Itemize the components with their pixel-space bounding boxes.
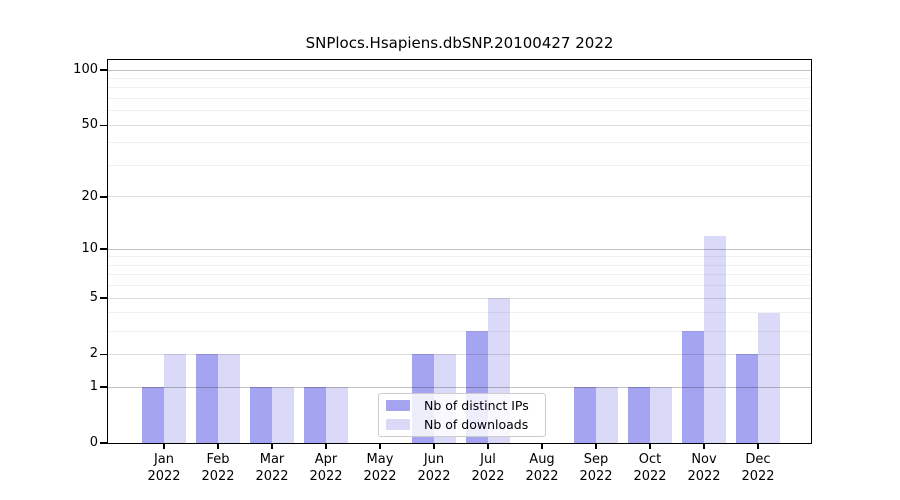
bar-distinct-ips-oct — [628, 387, 650, 443]
y-tick-mark-20 — [100, 196, 107, 198]
x-tick-mark-jan — [163, 443, 165, 449]
bar-downloads-apr — [326, 387, 348, 443]
x-tick-label-aug: Aug 2022 — [525, 452, 559, 484]
gridline-70 — [108, 98, 811, 99]
x-tick-label-mar: Mar 2022 — [255, 452, 289, 484]
bar-distinct-ips-jan — [142, 387, 164, 443]
bar-downloads-oct — [650, 387, 672, 443]
bar-downloads-dec — [758, 312, 780, 443]
gridline-6 — [108, 285, 811, 287]
x-tick-mark-jun — [433, 443, 435, 449]
legend-item-downloads: Nb of downloads — [386, 416, 541, 432]
gridline-2 — [108, 353, 811, 355]
gridline-100 — [108, 69, 811, 71]
y-tick-label-2: 2 — [89, 346, 98, 362]
x-tick-mark-may — [379, 443, 381, 449]
x-tick-mark-jul — [487, 443, 489, 449]
x-tick-label-dec: Dec 2022 — [741, 452, 775, 484]
legend-item-distinct-ips: Nb of distinct IPs — [386, 397, 541, 413]
chart-title: SNPlocs.Hsapiens.dbSNP.20100427 2022 — [305, 34, 614, 52]
x-tick-mark-oct — [649, 443, 651, 449]
y-tick-label-20: 20 — [81, 188, 98, 204]
x-tick-mark-aug — [541, 443, 543, 449]
legend: Nb of distinct IPs Nb of downloads — [378, 393, 546, 437]
y-tick-label-1: 1 — [89, 379, 98, 394]
x-tick-label-oct: Oct 2022 — [633, 452, 667, 484]
legend-swatch-distinct-ips-icon — [386, 400, 410, 411]
gridline-90 — [108, 77, 811, 79]
plot-area — [107, 59, 812, 444]
y-tick-mark-50 — [100, 124, 107, 126]
gridline-60 — [108, 110, 811, 112]
x-tick-label-jan: Jan 2022 — [147, 452, 181, 484]
y-tick-label-0: 0 — [89, 435, 98, 450]
bar-downloads-jan — [164, 354, 186, 443]
legend-swatch-downloads-icon — [386, 419, 410, 430]
x-tick-label-may: May 2022 — [363, 452, 397, 484]
gridline-20 — [108, 196, 811, 198]
y-tick-mark-0 — [100, 442, 107, 444]
bar-distinct-ips-apr — [304, 387, 326, 443]
bar-downloads-mar — [272, 387, 294, 443]
y-tick-label-10: 10 — [81, 241, 98, 257]
gridline-9 — [108, 256, 811, 258]
bar-distinct-ips-sep — [574, 387, 596, 443]
y-tick-label-100: 100 — [73, 62, 98, 77]
x-tick-label-jul: Jul 2022 — [471, 452, 505, 484]
y-tick-mark-5 — [100, 297, 107, 299]
x-tick-mark-feb — [217, 443, 219, 449]
y-tick-label-50: 50 — [81, 117, 98, 133]
x-tick-mark-mar — [271, 443, 273, 449]
y-tick-mark-2 — [100, 353, 107, 355]
x-tick-mark-nov — [703, 443, 705, 449]
x-tick-label-nov: Nov 2022 — [687, 452, 721, 484]
bar-distinct-ips-feb — [196, 354, 218, 443]
gridline-1 — [108, 386, 811, 388]
legend-label-distinct-ips: Nb of distinct IPs — [424, 397, 529, 413]
x-tick-label-sep: Sep 2022 — [579, 452, 613, 484]
x-tick-mark-dec — [757, 443, 759, 449]
bar-downloads-sep — [596, 387, 618, 443]
gridline-10 — [108, 248, 811, 250]
bar-distinct-ips-mar — [250, 387, 272, 443]
gridline-50 — [108, 124, 811, 126]
x-tick-label-jun: Jun 2022 — [417, 452, 451, 484]
y-tick-label-5: 5 — [89, 290, 98, 306]
x-tick-label-apr: Apr 2022 — [309, 452, 343, 484]
legend-label-downloads: Nb of downloads — [424, 416, 529, 432]
gridline-3 — [108, 330, 811, 332]
gridline-7 — [108, 274, 811, 276]
gridline-8 — [108, 264, 811, 266]
gridline-80 — [108, 87, 811, 89]
gridline-40 — [108, 142, 811, 144]
x-tick-mark-apr — [325, 443, 327, 449]
y-tick-mark-10 — [100, 248, 107, 250]
x-tick-mark-sep — [595, 443, 597, 449]
gridline-5 — [108, 297, 811, 299]
bar-downloads-feb — [218, 354, 240, 443]
bar-downloads-nov — [704, 235, 726, 443]
bar-distinct-ips-dec — [736, 354, 758, 443]
bar-distinct-ips-nov — [682, 331, 704, 443]
gridline-30 — [108, 165, 811, 166]
y-tick-mark-100 — [100, 69, 107, 71]
y-tick-mark-1 — [100, 386, 107, 388]
gridline-4 — [108, 312, 811, 314]
x-tick-label-feb: Feb 2022 — [201, 452, 235, 484]
